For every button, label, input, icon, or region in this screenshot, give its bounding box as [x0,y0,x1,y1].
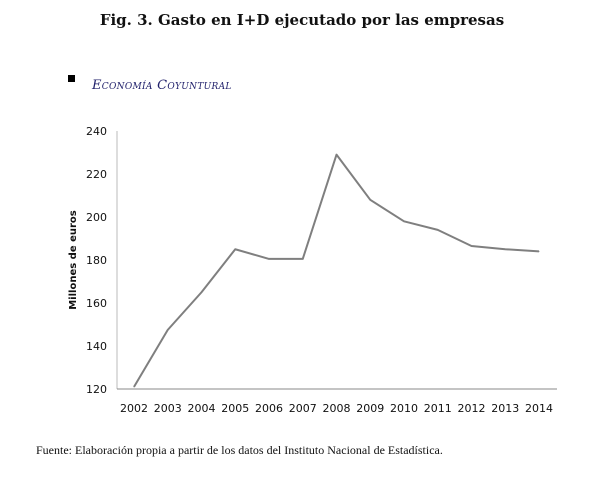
y-tick-label: 220 [86,168,107,181]
y-tick-label: 120 [86,383,107,396]
x-tick-label: 2005 [221,402,249,415]
data-point [336,154,337,156]
x-tick-label: 2009 [356,402,384,415]
y-axis-label: Millones de euros [68,210,79,310]
data-point [133,386,135,388]
x-tick-label: 2003 [154,402,182,415]
data-point [201,291,202,293]
x-tick-label: 2008 [323,402,351,415]
y-tick-label: 140 [86,340,107,353]
data-point [234,248,236,250]
x-tick-label: 2002 [120,402,148,415]
x-tick-label: 2004 [188,402,216,415]
data-point [504,248,506,250]
y-tick-label: 240 [86,125,107,138]
data-point [403,220,405,222]
source-note: Fuente: Elaboración propia a partir de l… [36,443,443,457]
data-point [167,329,169,331]
x-tick-label: 2006 [255,402,283,415]
data-point [302,258,304,260]
data-point [437,229,439,231]
x-tick-label: 2012 [458,402,486,415]
data-point [538,250,540,252]
x-tick-label: 2013 [491,402,519,415]
chart-title: Fig. 3. Gasto en I+D ejecutado por las e… [99,11,505,29]
y-tick-label: 180 [86,254,107,267]
y-tick-label: 200 [86,211,107,224]
x-tick-label: 2007 [289,402,317,415]
data-point [471,245,472,247]
legend-label: Economía Coyuntural [92,78,232,93]
data-point [369,199,371,201]
x-tick-label: 2010 [390,402,418,415]
legend-marker [68,75,75,82]
x-tick-label: 2011 [424,402,452,415]
data-point [268,258,270,260]
y-tick-label: 160 [86,297,107,310]
x-tick-label: 2014 [525,402,553,415]
series-line [133,153,540,388]
